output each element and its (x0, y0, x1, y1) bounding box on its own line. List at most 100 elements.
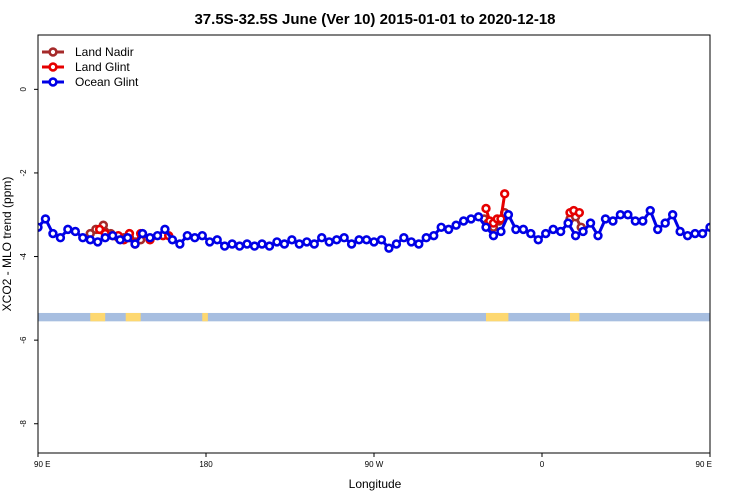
data-point (40, 214, 51, 224)
land-patch (90, 312, 106, 322)
data-point (481, 203, 491, 214)
legend-marker (48, 77, 58, 87)
data-point (736, 224, 743, 231)
data-point (623, 210, 633, 220)
data-point (608, 216, 618, 226)
data-point (414, 239, 424, 249)
data-point (729, 232, 736, 239)
y-tick-label: -8 (19, 420, 28, 428)
data-point (593, 230, 603, 241)
data-point (309, 239, 319, 249)
data-point (272, 237, 282, 247)
data-point (555, 226, 566, 237)
data-point (511, 224, 521, 235)
data-point (690, 228, 700, 239)
data-point (714, 216, 721, 223)
legend-item-ocean-glint: Ocean Glint (42, 75, 139, 89)
data-point (600, 214, 611, 224)
data-point (585, 218, 596, 228)
data-point (130, 239, 140, 249)
data-point (574, 207, 585, 218)
legend-label: Land Glint (75, 60, 130, 74)
data-point (653, 224, 663, 235)
data-point (302, 237, 312, 247)
data-point (294, 239, 305, 249)
data-point (167, 235, 178, 245)
data-point (249, 241, 260, 251)
data-point (38, 222, 43, 232)
y-tick-label: -4 (19, 252, 28, 260)
data-point (137, 228, 148, 239)
data-point (190, 233, 200, 243)
land-patch (202, 312, 208, 322)
x-tick-label: 90 W (365, 460, 384, 469)
data-point (384, 243, 394, 253)
legend-marker (48, 47, 58, 57)
data-point (78, 233, 88, 243)
data-point (55, 233, 66, 243)
data-point (93, 237, 103, 247)
data-point (145, 233, 155, 243)
y-axis: 0 -2 -4 -6 -8 (19, 87, 38, 428)
data-point (744, 230, 750, 237)
data-point (107, 230, 118, 241)
x-tick-label: 0 (540, 460, 545, 469)
data-point (339, 233, 349, 243)
data-point (324, 237, 334, 247)
data-point (376, 235, 387, 245)
data-point (264, 241, 275, 251)
land-patch (486, 312, 509, 322)
legend-marker (48, 62, 58, 72)
data-point (331, 235, 342, 245)
data-point (369, 237, 379, 247)
data-point (122, 233, 133, 243)
data-point (219, 241, 230, 251)
data-point (451, 220, 461, 230)
x-axis: 90 E 180 90 W 0 90 E (34, 453, 712, 469)
data-point (667, 210, 678, 220)
data-point (85, 235, 95, 245)
x-tick-label: 90 E (34, 460, 50, 469)
data-point (205, 237, 215, 247)
data-point (100, 233, 110, 243)
data-point (175, 239, 185, 249)
x-tick-label: 90 E (696, 460, 712, 469)
data-point (317, 233, 327, 243)
data-point (227, 239, 237, 249)
data-point (182, 230, 193, 241)
chart-title: 37.5S-32.5S June (Ver 10) 2015-01-01 to … (194, 11, 555, 28)
data-point (399, 233, 409, 243)
legend-item-land-nadir: Land Nadir (42, 45, 134, 59)
data-point (436, 222, 446, 232)
data-point (541, 228, 551, 239)
y-tick-label: 0 (19, 87, 28, 92)
data-point (660, 218, 670, 228)
data-point (645, 205, 655, 216)
data-point (630, 216, 641, 226)
data-point (570, 230, 581, 241)
data-point (518, 224, 529, 235)
data-point (242, 239, 252, 249)
data-point (615, 210, 626, 220)
data-point (496, 226, 506, 237)
data-point (578, 226, 588, 237)
data-point (287, 235, 297, 245)
data-point (391, 239, 402, 249)
legend-item-land-glint: Land Glint (42, 60, 130, 74)
data-point (697, 228, 708, 239)
x-tick-label: 180 (199, 460, 213, 469)
data-point (160, 224, 170, 235)
data-point (548, 224, 558, 235)
legend-label: Ocean Glint (75, 75, 139, 89)
data-point (533, 235, 543, 245)
data-point (115, 235, 125, 245)
data-point (473, 212, 484, 222)
x-axis-label: Longitude (349, 477, 402, 491)
data-point (499, 189, 510, 199)
data-point (234, 241, 245, 251)
data-point (421, 233, 431, 243)
data-point (70, 226, 81, 237)
map-band (38, 312, 710, 322)
data-point (526, 228, 536, 239)
